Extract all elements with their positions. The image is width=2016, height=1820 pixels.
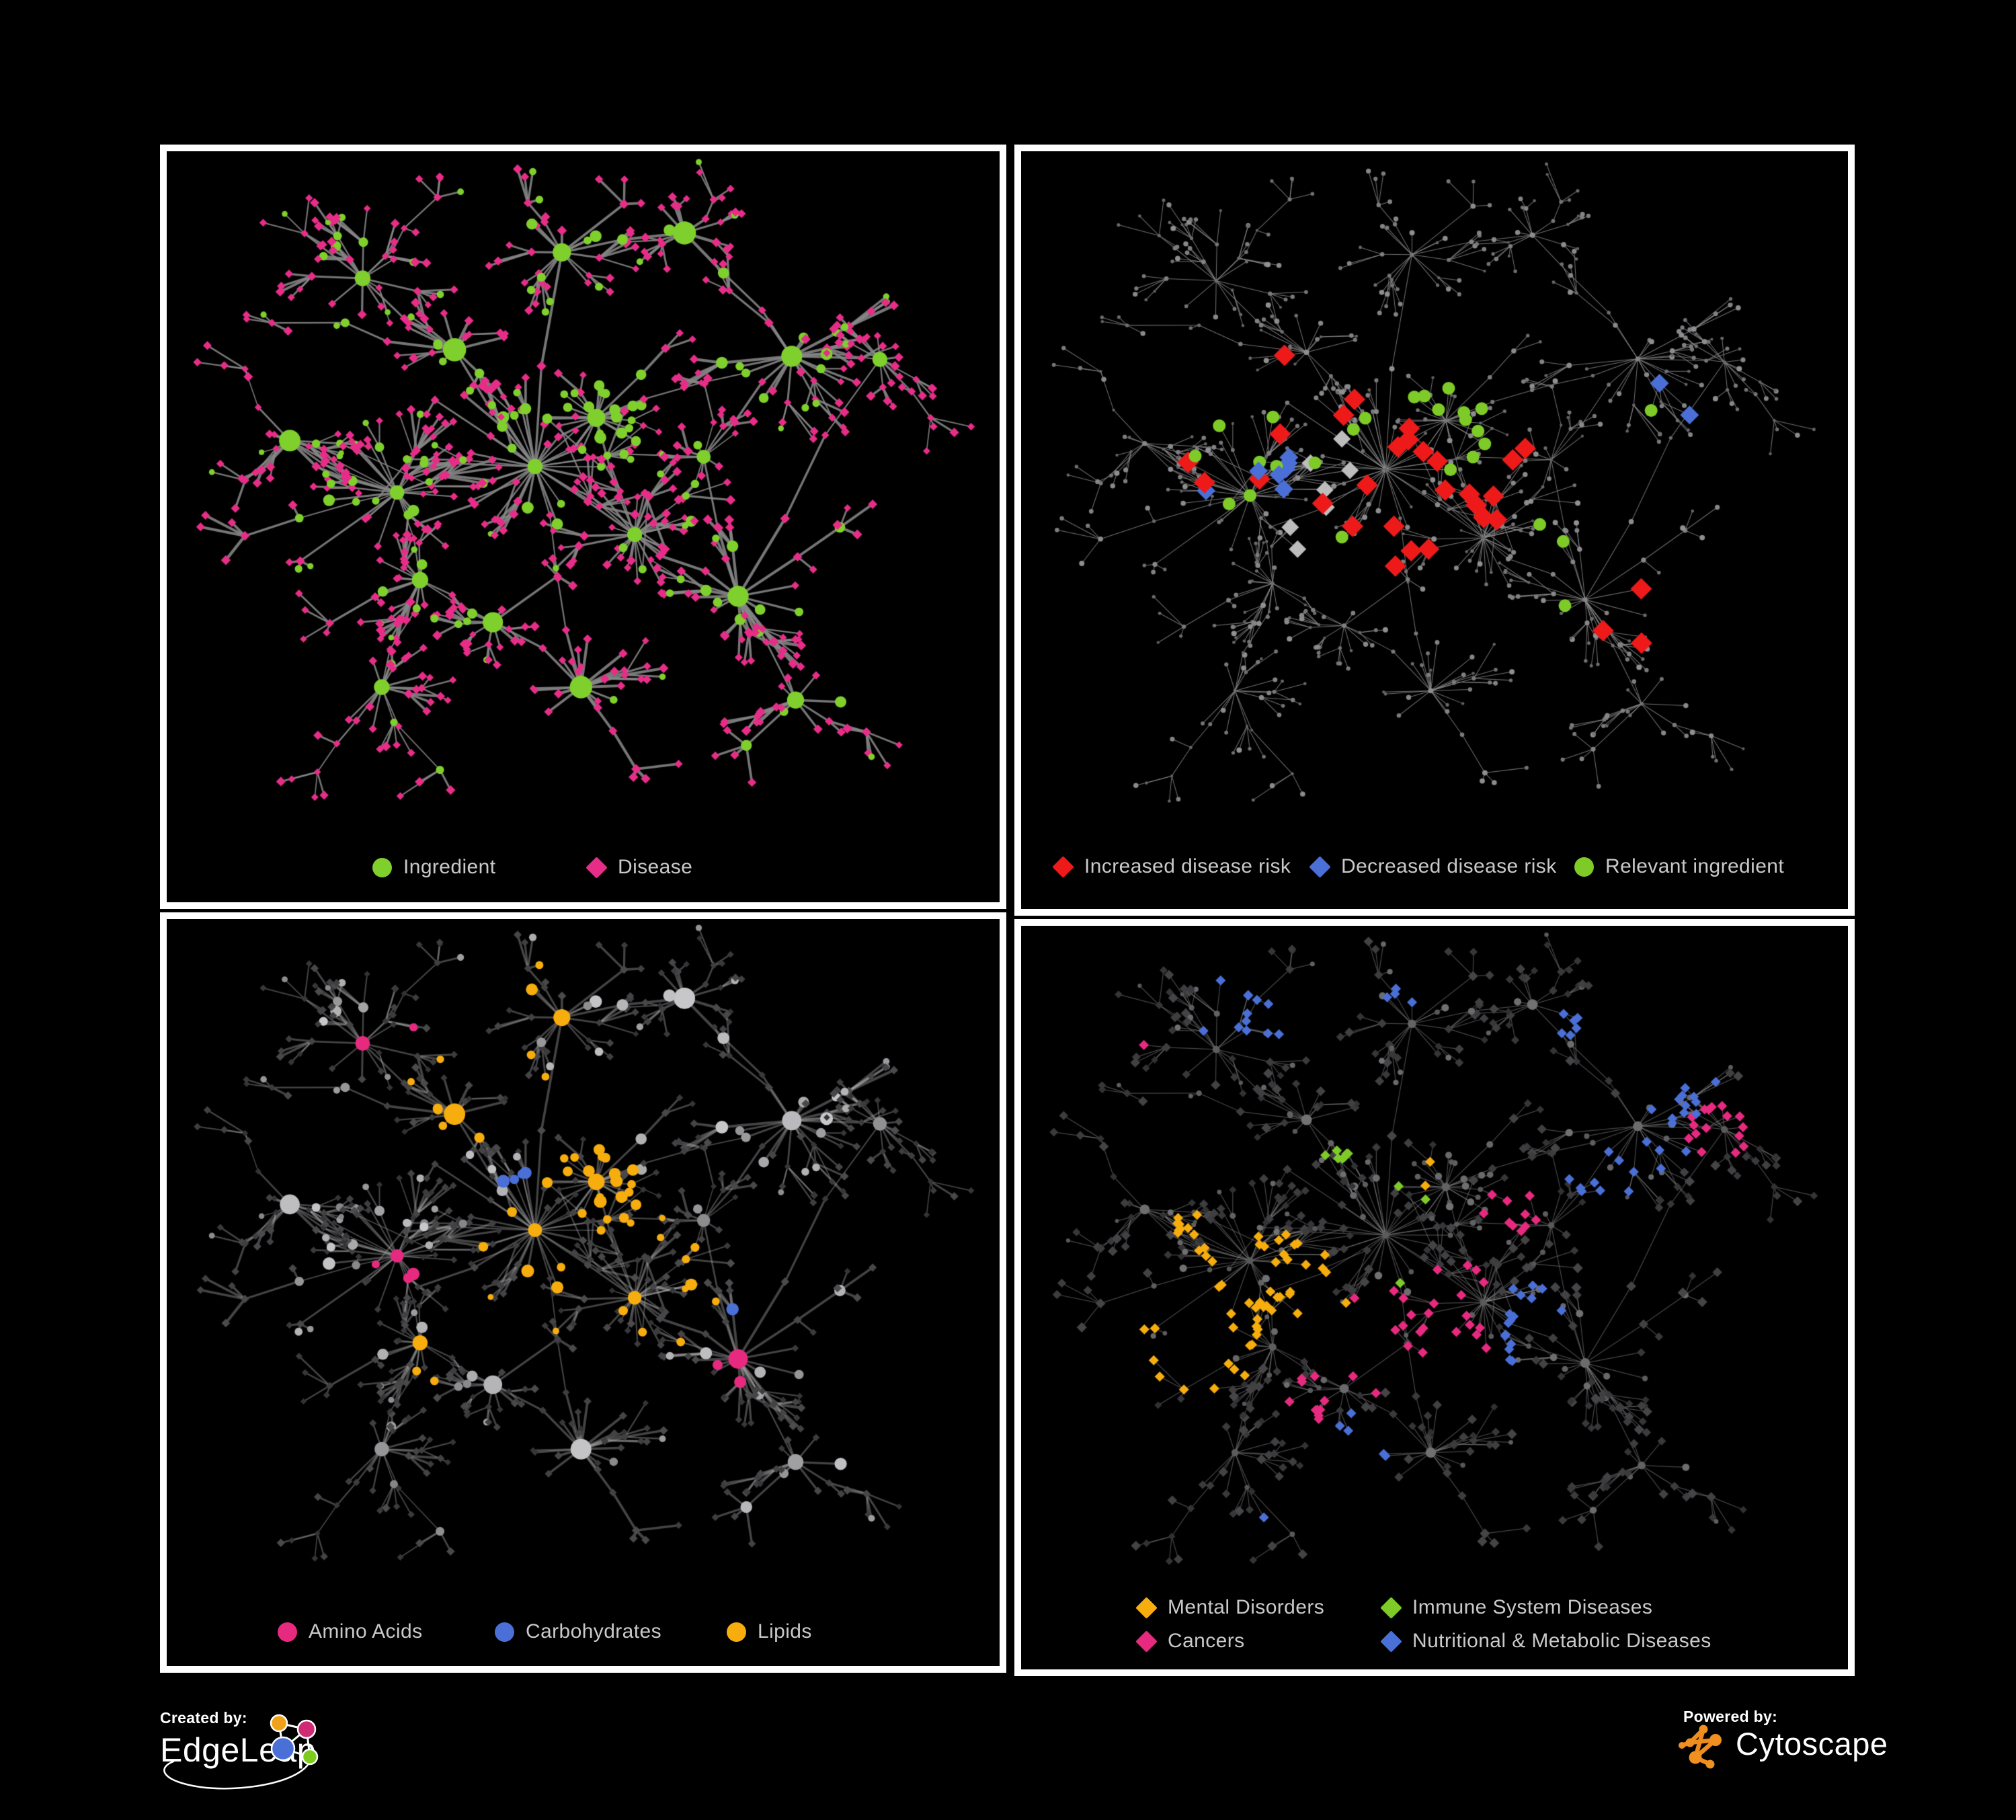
legend-label: Lipids	[758, 1620, 812, 1643]
legend-item-relevant-ingredient: Relevant ingredient	[1574, 855, 1784, 879]
network-canvas-disease-classes	[1021, 926, 1848, 1669]
legend-label: Carbohydrates	[526, 1620, 661, 1643]
increased-risk-diamond-icon	[1052, 855, 1074, 878]
panel-ingredient-classes: Amino Acids Carbohydrates Lipids	[160, 912, 1006, 1673]
network-canvas-ingredient-classes	[167, 919, 1000, 1666]
lipids-circle-icon	[727, 1622, 746, 1642]
legend-item-increased-risk: Increased disease risk	[1052, 855, 1291, 879]
legend-item-amino-acids: Amino Acids	[278, 1620, 422, 1644]
legend-item-lipids: Lipids	[727, 1620, 812, 1644]
legend-label: Immune System Diseases	[1412, 1596, 1653, 1618]
network-canvas-ingredient-disease	[167, 151, 1000, 902]
legend-label: Relevant ingredient	[1605, 855, 1785, 877]
legend-label: Decreased disease risk	[1341, 855, 1557, 877]
legend-item-cancers: Cancers	[1135, 1629, 1245, 1653]
legend-label: Disease	[618, 856, 693, 878]
legend-label: Mental Disorders	[1168, 1596, 1325, 1618]
amino-acids-circle-icon	[278, 1622, 297, 1642]
mental-disorders-diamond-icon	[1135, 1596, 1158, 1619]
cytoscape-brand-text: Cytoscape	[1736, 1726, 1888, 1762]
disease-diamond-icon	[586, 856, 608, 879]
legend-item-immune-diseases: Immune System Diseases	[1380, 1595, 1653, 1620]
created-by-label: Created by:	[160, 1709, 247, 1727]
legend-label: Ingredient	[403, 856, 496, 878]
legend-item-nutritional-diseases: Nutritional & Metabolic Diseases	[1380, 1629, 1711, 1653]
nutritional-diseases-diamond-icon	[1380, 1630, 1402, 1653]
legend-label: Cancers	[1168, 1630, 1245, 1652]
immune-diseases-diamond-icon	[1380, 1596, 1402, 1619]
relevant-ingredient-circle-icon	[1574, 857, 1594, 877]
network-canvas-disease-risk	[1021, 151, 1848, 909]
cancers-diamond-icon	[1135, 1630, 1158, 1653]
edgeleap-logo-icon	[163, 1714, 319, 1790]
panel-ingredient-disease: Ingredient Disease	[160, 145, 1006, 909]
legend-item-carbohydrates: Carbohydrates	[495, 1620, 661, 1644]
legend-label: Amino Acids	[309, 1620, 423, 1643]
legend-item-disease: Disease	[586, 855, 693, 879]
legend-item-ingredient: Ingredient	[372, 855, 495, 879]
panel-disease-classes: Mental Disorders Immune System Diseases …	[1014, 919, 1855, 1676]
ingredient-circle-icon	[372, 857, 392, 877]
legend-item-decreased-risk: Decreased disease risk	[1309, 855, 1557, 879]
decreased-risk-diamond-icon	[1309, 855, 1331, 878]
carbohydrates-circle-icon	[495, 1622, 514, 1642]
panel-disease-risk: Increased disease risk Decreased disease…	[1014, 145, 1855, 916]
legend-label: Increased disease risk	[1084, 855, 1291, 877]
cytoscape-logo-icon	[1679, 1725, 1722, 1769]
powered-by-label: Powered by:	[1683, 1708, 1778, 1725]
legend-label: Nutritional & Metabolic Diseases	[1412, 1630, 1711, 1652]
legend-item-mental-disorders: Mental Disorders	[1135, 1595, 1325, 1620]
